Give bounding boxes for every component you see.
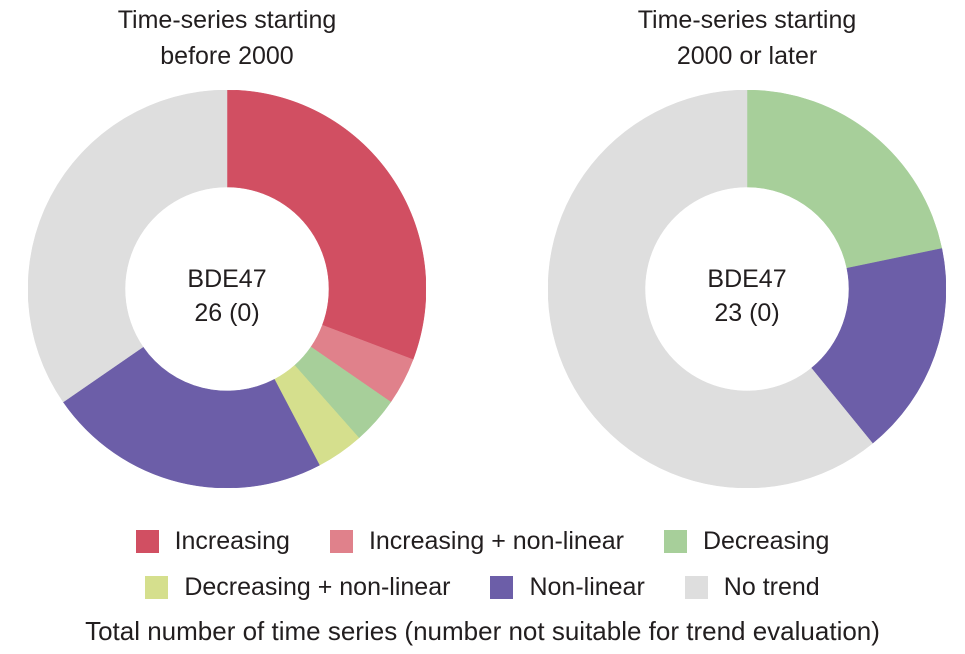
legend-swatch-increasing-non-linear (329, 530, 353, 553)
chart-title-line: before 2000 (160, 42, 294, 70)
legend-swatch-non-linear (490, 576, 514, 599)
legend-row-2: Decreasing + non-linear Non-linear No tr… (0, 572, 965, 603)
legend-label: Increasing + non-linear (368, 527, 624, 555)
legend-item-decreasing-non-linear: Decreasing + non-linear (145, 572, 450, 603)
legend-item-no-trend: No trend (684, 572, 820, 603)
legend-label: Decreasing + non-linear (184, 573, 451, 601)
donut-slice-decreasing (746, 90, 943, 269)
legend-swatch-decreasing-non-linear (145, 576, 169, 599)
donut-chart-before-2000: BDE47 26 (0) (28, 90, 426, 488)
legend-item-increasing-non-linear: Increasing + non-linear (329, 526, 624, 557)
legend-item-non-linear: Non-linear (490, 572, 645, 603)
figure-caption: Total number of time series (number not … (85, 616, 880, 646)
legend-label: No trend (723, 573, 820, 601)
donut-chart-2000-or-later: BDE47 23 (0) (548, 90, 946, 488)
legend-row-1: Increasing Increasing + non-linear Decre… (0, 526, 965, 557)
chart-title-line: 2000 or later (676, 42, 818, 70)
chart-title-line: Time-series starting (637, 6, 857, 34)
chart-title-line: Time-series starting (117, 6, 337, 34)
legend-label: Increasing (174, 527, 290, 555)
legend-label: Decreasing (702, 527, 830, 555)
legend-item-decreasing: Decreasing (663, 526, 830, 557)
donut-slice-no-trend (28, 90, 228, 403)
donut-slice-increasing (226, 90, 426, 360)
donut-svg-before-2000 (28, 90, 426, 488)
donut-slice-non-linear (62, 346, 320, 488)
legend-swatch-no-trend (684, 576, 708, 599)
donut-slice-non-linear (811, 248, 946, 444)
legend-item-increasing: Increasing (135, 526, 290, 557)
donut-svg-2000-or-later (548, 90, 946, 488)
chart-title-before-2000: Time-series starting before 2000 (27, 2, 427, 74)
donut-slice-no-trend (548, 90, 873, 488)
chart-title-2000-or-later: Time-series starting 2000 or later (547, 2, 947, 74)
legend-label: Non-linear (529, 573, 645, 601)
legend-swatch-decreasing (663, 530, 687, 553)
legend-swatch-increasing (135, 530, 159, 553)
